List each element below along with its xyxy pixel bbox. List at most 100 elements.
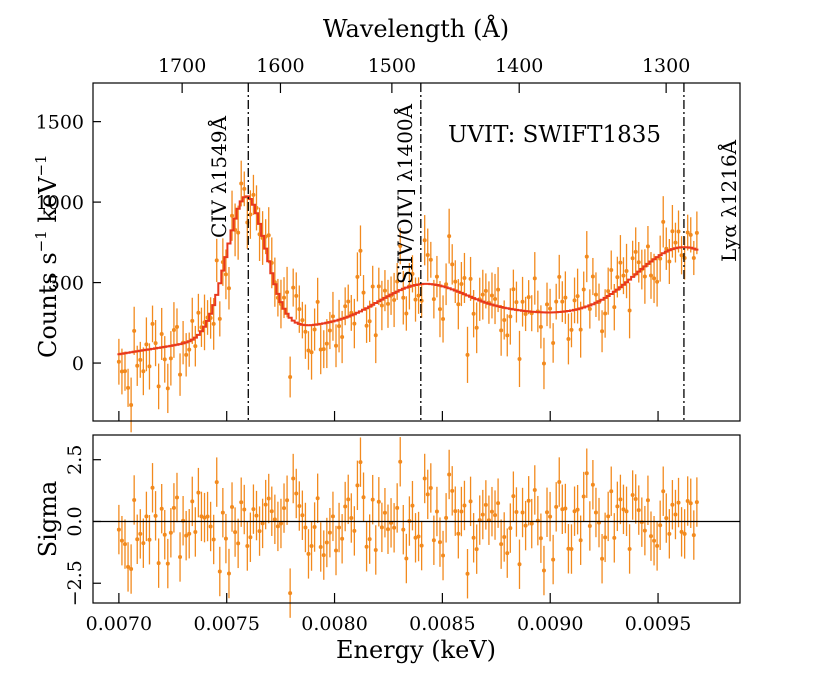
energy-tick-label: 0.0080 [301, 613, 367, 635]
data-point [367, 319, 372, 324]
residual-point [465, 571, 470, 576]
data-point [441, 316, 446, 321]
data-point [560, 299, 565, 304]
data-point [612, 305, 617, 310]
data-point [398, 244, 403, 249]
residual-point [581, 494, 586, 499]
residual-point [346, 497, 351, 502]
residual-point [398, 459, 403, 464]
data-point [422, 238, 427, 243]
residual-point [483, 502, 488, 507]
residual-point [630, 493, 635, 498]
emission-line-markers [247, 83, 685, 421]
residual-point [171, 505, 176, 510]
data-point [318, 347, 323, 352]
data-point [385, 301, 390, 306]
residual-point [529, 521, 534, 526]
data-point [312, 327, 317, 332]
residual-point [661, 489, 666, 494]
data-point [242, 186, 247, 191]
data-point [425, 252, 430, 257]
residual-point [334, 548, 339, 553]
residual-point [633, 496, 638, 501]
data-point [251, 192, 256, 197]
residual-point [520, 510, 525, 515]
residual-point [526, 498, 531, 503]
data-point [122, 369, 127, 374]
data-point [563, 295, 568, 300]
residual-point [560, 507, 565, 512]
residual-point [199, 514, 204, 519]
residual-point [385, 527, 390, 532]
residual-point [587, 523, 592, 528]
counts-tick-label: 1500 [36, 112, 84, 134]
energy-tick-label: 0.0075 [193, 613, 259, 635]
data-point [483, 288, 488, 293]
residual-point [257, 529, 262, 534]
counts-axis-title: Counts s−1 keV−1 [32, 154, 62, 358]
residual-point [132, 497, 137, 502]
data-point [187, 347, 192, 352]
data-point [667, 259, 672, 264]
residual-point [367, 537, 372, 542]
residual-point [129, 567, 134, 572]
data-point [694, 230, 699, 235]
data-point [621, 273, 626, 278]
data-point [285, 290, 290, 295]
data-point [453, 279, 458, 284]
residual-point [474, 547, 479, 552]
data-point [352, 321, 357, 326]
energy-tick-label: 0.0090 [517, 613, 583, 635]
residual-point [138, 531, 143, 536]
residual-point [645, 498, 650, 503]
data-point [324, 341, 329, 346]
residual-point [428, 485, 433, 490]
data-point [401, 295, 406, 300]
residual-point [373, 547, 378, 552]
residual-point [606, 514, 611, 519]
data-point [630, 256, 635, 261]
residual-point [263, 502, 268, 507]
residual-point [312, 525, 317, 530]
residual-point [691, 533, 696, 538]
data-point [413, 297, 418, 302]
data-point [642, 274, 647, 279]
residual-point [489, 509, 494, 514]
data-point [517, 356, 522, 361]
residual-point [447, 472, 452, 477]
residual-point [401, 527, 406, 532]
model-curve [117, 195, 699, 356]
residual-point [119, 538, 124, 543]
data-point [685, 230, 690, 235]
residual-point [566, 546, 571, 551]
data-point [670, 229, 675, 234]
residual-point [321, 553, 326, 558]
residual-point [260, 521, 265, 526]
data-point [119, 369, 124, 374]
data-point [444, 282, 449, 287]
data-point [288, 374, 293, 379]
data-point [196, 310, 201, 315]
data-point [489, 293, 494, 298]
residual-point [419, 543, 424, 548]
model-curve-group [117, 195, 699, 356]
data-point [217, 316, 222, 321]
data-point [551, 340, 556, 345]
residual-point [208, 524, 213, 529]
residual-point [294, 491, 299, 496]
residual-point [150, 485, 155, 490]
residual-point [499, 542, 504, 547]
data-point [655, 279, 660, 284]
wavelength-axis-title: Wavelength (Å) [323, 14, 509, 43]
residual-point [349, 516, 354, 521]
data-point [578, 327, 583, 332]
residual-point [444, 515, 449, 520]
top-panel-ticks: 0 500 1000 1500 [36, 112, 659, 421]
data-point [456, 302, 461, 307]
data-point [493, 296, 498, 301]
residual-point [275, 524, 280, 529]
data-point [150, 321, 155, 326]
residual-point [673, 512, 678, 517]
data-point [174, 324, 179, 329]
energy-tick-label: 0.0095 [625, 613, 691, 635]
